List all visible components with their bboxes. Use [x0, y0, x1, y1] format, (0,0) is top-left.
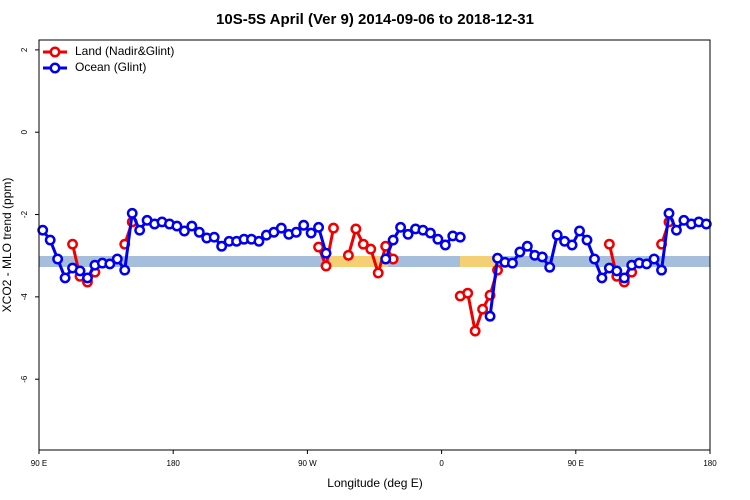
data-point — [178, 225, 190, 237]
data-point — [603, 238, 615, 250]
y-tick-label: 0 — [20, 129, 29, 134]
data-point — [119, 264, 131, 276]
y-axis-label: XCO2 - MLO trend (ppm) — [0, 178, 14, 313]
data-point — [514, 246, 526, 258]
data-point — [469, 325, 481, 337]
data-point — [596, 272, 608, 284]
data-point — [506, 257, 518, 269]
data-point — [305, 227, 317, 239]
data-point — [574, 225, 585, 237]
data-point — [700, 218, 712, 230]
data-point — [551, 229, 563, 241]
y-tick-label: 2 — [20, 47, 29, 52]
data-point — [52, 253, 64, 265]
data-point — [193, 226, 205, 238]
chart-title: 10S-5S April (Ver 9) 2014-09-06 to 2018-… — [216, 11, 534, 28]
data-point — [380, 253, 392, 265]
y-tick-label: -4 — [20, 293, 29, 301]
legend-label: Land (Nadir&Glint) — [75, 44, 174, 58]
data-point — [313, 221, 325, 233]
legend-label: Ocean (Glint) — [75, 60, 146, 74]
data-point — [432, 233, 444, 245]
data-point — [521, 240, 533, 252]
data-point — [313, 241, 325, 253]
data-point — [372, 267, 384, 279]
data-point — [216, 240, 228, 252]
data-point — [328, 222, 339, 234]
data-point — [67, 238, 79, 250]
legend-marker — [49, 46, 61, 58]
data-point — [618, 272, 630, 284]
data-point — [439, 239, 451, 251]
data-point — [74, 265, 86, 277]
data-point — [59, 272, 71, 284]
data-point — [253, 235, 265, 247]
data-point — [536, 251, 548, 263]
data-point — [581, 234, 593, 246]
x-tick-label: 0 — [439, 459, 444, 468]
y-tick-label: -6 — [20, 375, 29, 383]
data-point — [566, 239, 578, 251]
data-point — [462, 287, 474, 299]
data-point — [37, 224, 49, 236]
data-point — [171, 220, 183, 232]
data-point — [342, 249, 354, 261]
data-point — [134, 224, 146, 236]
data-point — [611, 265, 623, 277]
data-point — [186, 220, 198, 232]
y-tick-label: -2 — [20, 210, 29, 218]
data-point — [387, 234, 399, 246]
x-tick-label: 90 W — [298, 459, 317, 468]
data-point — [320, 247, 332, 259]
data-point — [402, 228, 414, 240]
data-point — [656, 264, 667, 276]
x-tick-label: 180 — [167, 459, 181, 468]
data-point — [648, 253, 660, 265]
data-point — [208, 231, 220, 243]
data-point — [298, 219, 310, 231]
x-tick-label: 90 E — [31, 459, 47, 468]
data-point — [320, 260, 332, 272]
data-point — [484, 310, 496, 322]
data-point — [544, 261, 556, 273]
data-point — [357, 238, 369, 250]
series-line — [71, 221, 671, 337]
data-point — [126, 207, 138, 219]
data-point — [275, 222, 287, 234]
data-point — [663, 207, 675, 219]
land-band — [460, 256, 500, 267]
plot-frame — [38, 39, 711, 451]
legend-marker — [49, 62, 61, 74]
x-tick-label: 90 E — [568, 459, 584, 468]
data-point — [104, 258, 116, 270]
land-band — [330, 256, 388, 267]
data-point — [290, 226, 302, 238]
data-point — [671, 224, 682, 236]
data-point — [44, 234, 56, 246]
x-tick-label: 180 — [703, 459, 717, 468]
data-point — [365, 243, 377, 255]
data-point — [350, 223, 362, 235]
data-point — [477, 303, 489, 315]
data-point — [588, 253, 600, 265]
data-point — [395, 221, 407, 233]
data-point — [111, 253, 123, 265]
data-point — [641, 258, 653, 270]
plot-area — [37, 207, 712, 337]
x-axis-label: Longitude (deg E) — [327, 476, 422, 490]
data-point — [454, 231, 466, 243]
data-point — [82, 272, 93, 284]
data-point — [424, 227, 436, 239]
